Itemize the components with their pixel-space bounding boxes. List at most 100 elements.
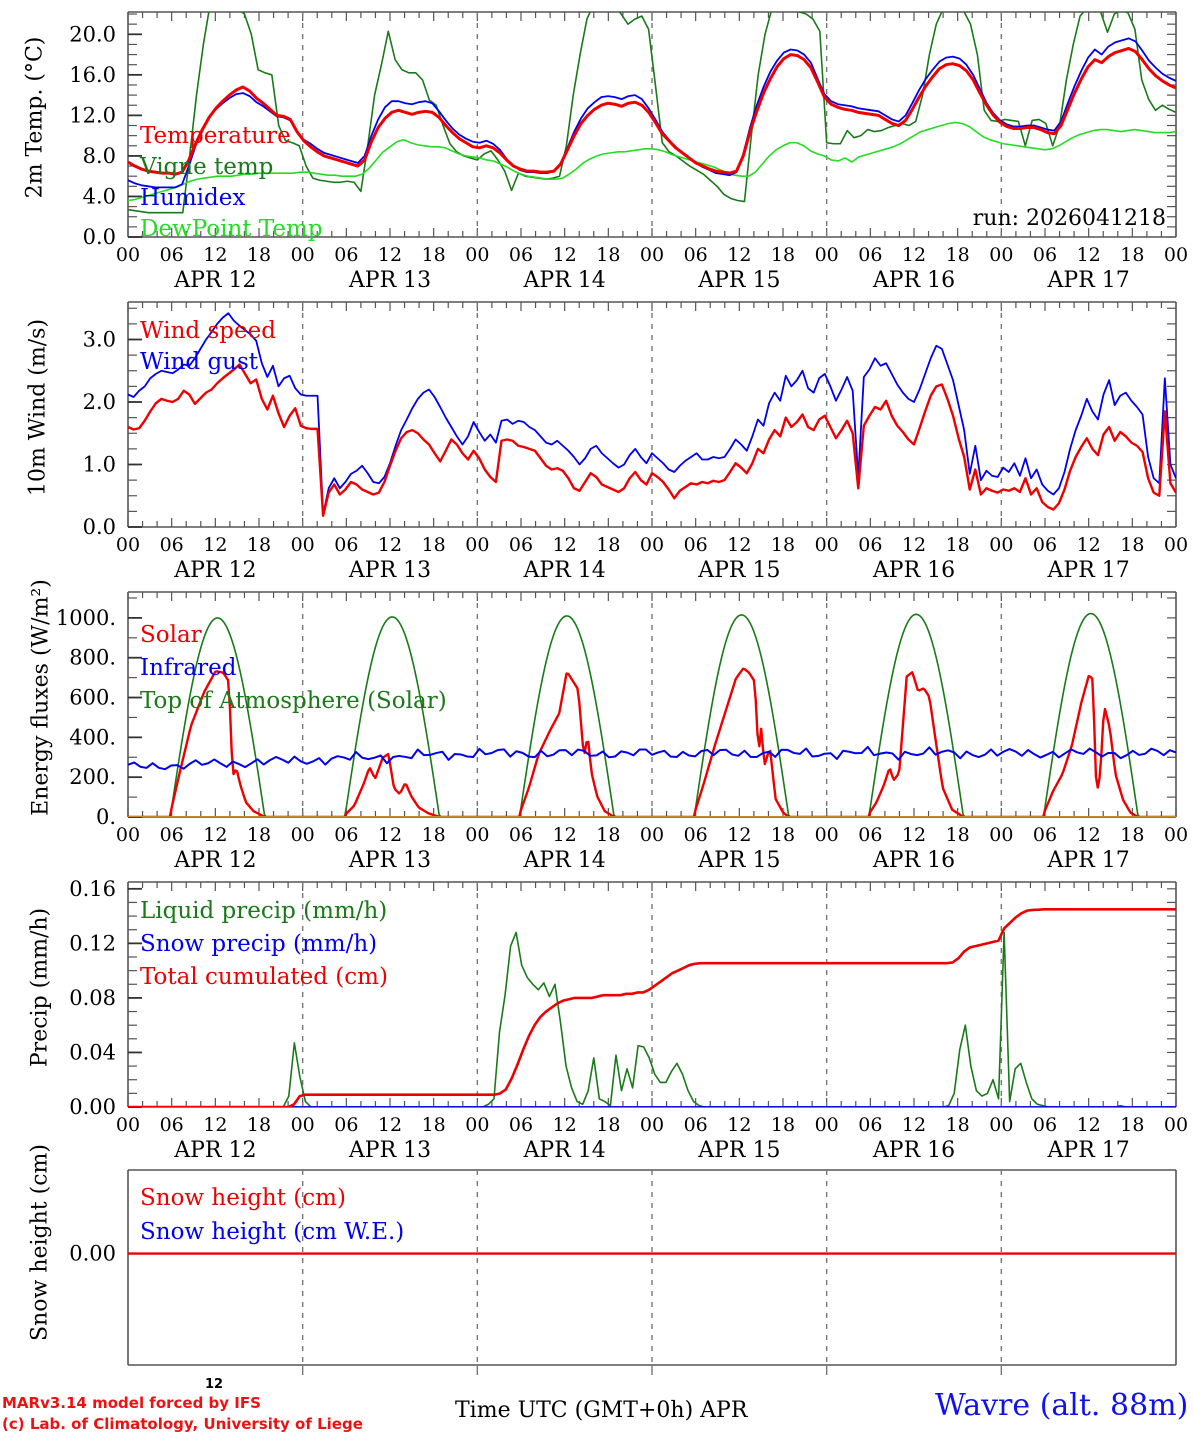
x-hour-label: 00 [291, 824, 315, 846]
energy-plot: 0. 200. 400. 600. 800. 1000. 00 06 12 18 APR 12 00 0… [0, 580, 1194, 870]
y-tick-label: 800. [69, 646, 116, 670]
x-hour-label: 00 [1164, 244, 1188, 266]
y-tick-label: 0.16 [69, 877, 116, 901]
x-hour-label: 00 [815, 534, 839, 556]
x-hour-label: 12 [727, 534, 751, 556]
x-hour-label: 18 [596, 244, 620, 266]
x-hour-label: 18 [1120, 244, 1144, 266]
legend-entry: Liquid precip (mm/h) [140, 898, 387, 924]
x-hour-label: 12 [203, 824, 227, 846]
x-day-label: APR 17 [1047, 558, 1130, 580]
x-hour-label: 00 [989, 824, 1013, 846]
x-hour-label: 12 [727, 244, 751, 266]
x-hour-label: 18 [596, 824, 620, 846]
x-hour-label: 18 [946, 534, 970, 556]
wind-plot: 0.0 1.0 2.0 3.0 00 06 12 18 APR 12 00 06 12 18 APR 13… [0, 290, 1194, 580]
x-hour-label: 12 [902, 1114, 926, 1136]
x-hour-label: 12 [378, 1114, 402, 1136]
station-label: Wavre (alt. 88m) [935, 1388, 1189, 1423]
y-tick-label: 1.0 [83, 453, 116, 477]
y-tick-label: 600. [69, 686, 116, 710]
x-day-label: APR 13 [348, 848, 431, 870]
x-hour-label: 12 [553, 534, 577, 556]
x-hour-label: 06 [1033, 824, 1057, 846]
x-day-label: APR 15 [697, 558, 780, 580]
x-hour-label: 06 [684, 534, 708, 556]
run-label: run: 2026041218 [973, 206, 1166, 231]
footer-model-line: MARv3.14 model forced by IFS [2, 1394, 261, 1412]
x-hour-label: 06 [858, 1114, 882, 1136]
x-hour-label: 00 [989, 244, 1013, 266]
snow-svg: 0.00 Snow height (cm) Snow height (cm W.E.… [69, 1169, 1177, 1375]
x-hour-label: 00 [640, 534, 664, 556]
y-tick-label: 4.0 [83, 184, 116, 208]
x-day-label: APR 13 [348, 1138, 431, 1160]
y-tick-label: 8.0 [83, 144, 116, 168]
legend-entry: Humidex [140, 185, 245, 211]
y-tick-label: 12.0 [69, 103, 116, 127]
x-hour-label: 18 [247, 1114, 271, 1136]
x-day-label: APR 15 [697, 848, 780, 870]
x-day-label: APR 12 [173, 848, 256, 870]
x-hour-label: 00 [465, 244, 489, 266]
legend-entry: Temperature [140, 123, 291, 149]
x-hour-label: 18 [247, 244, 271, 266]
x-hour-label: 00 [1164, 824, 1188, 846]
legend-entry: DewPoint Temp [140, 216, 323, 242]
x-hour-label: 06 [509, 534, 533, 556]
x-hour-label: 06 [509, 244, 533, 266]
x-day-label: APR 12 [173, 1138, 256, 1160]
x-hour-label: 06 [334, 1114, 358, 1136]
x-hour-label: 18 [771, 534, 795, 556]
x-hour-label: 12 [1077, 534, 1101, 556]
panel-temperature: 2m Temp. (°C) 0.0 4.0 8.0 12.0 16.0 20.0 00 06 1… [0, 0, 1194, 290]
y-tick-label: 2.0 [83, 390, 116, 414]
x-hour-label: 00 [465, 534, 489, 556]
x-day-label: APR 16 [872, 1138, 955, 1160]
y-tick-label: 0.12 [69, 931, 116, 955]
x-hour-label: 12 [727, 1114, 751, 1136]
x-hour-label: 06 [858, 244, 882, 266]
x-hour-label: 18 [771, 1114, 795, 1136]
x-hour-label: 18 [422, 824, 446, 846]
x-day-label: APR 12 [173, 268, 256, 290]
x-hour-label: 00 [116, 244, 140, 266]
x-hour-label: 06 [684, 1114, 708, 1136]
legend-entry: Snow height (cm W.E.) [140, 1219, 404, 1245]
x-hour-label: 12 [727, 824, 751, 846]
y-tick-label: 0. [96, 805, 116, 829]
y-tick-label: 16.0 [69, 63, 116, 87]
x-hour-label: 18 [1120, 1114, 1144, 1136]
x-hour-label: 00 [640, 1114, 664, 1136]
legend-entry: Top of Atmosphere (Solar) [140, 688, 447, 714]
x-hour-label: 06 [1033, 244, 1057, 266]
x-hour-label: 12 [203, 244, 227, 266]
series-dewpoint-temp [128, 121, 1176, 202]
x-hour-label: 06 [684, 244, 708, 266]
y-tick-label: 400. [69, 725, 116, 749]
x-hour-label: 12 [378, 824, 402, 846]
legend-entry: Snow height (cm) [140, 1185, 346, 1211]
x-day-label: APR 12 [173, 558, 256, 580]
x-hour-label: 12 [1077, 824, 1101, 846]
x-hour-label: 12 [1077, 244, 1101, 266]
x-hour-label: 12 [902, 824, 926, 846]
x-hour-label: 00 [116, 824, 140, 846]
x-hour-label: 18 [946, 1114, 970, 1136]
x-hour-label: 12 [553, 244, 577, 266]
y-tick-label: 1000. [56, 606, 116, 630]
panel-energy-fluxes: Energy fluxes (W/m²) 0. 200. 400. 600. 800. 1… [0, 579, 1194, 870]
series-infrared [128, 745, 1176, 771]
x-day-label: APR 17 [1047, 1138, 1130, 1160]
x-hour-label: 12 [378, 244, 402, 266]
x-hour-label: 06 [160, 1114, 184, 1136]
x-day-label: APR 13 [348, 268, 431, 290]
footer-copyright-line: (c) Lab. of Climatology, University of L… [2, 1415, 363, 1433]
x-hour-label: 12 [902, 244, 926, 266]
x-hour-label: 18 [422, 534, 446, 556]
legend-entry: Wind gust [140, 349, 259, 375]
series-wind-speed [128, 363, 1176, 517]
x-hour-label: 06 [160, 244, 184, 266]
